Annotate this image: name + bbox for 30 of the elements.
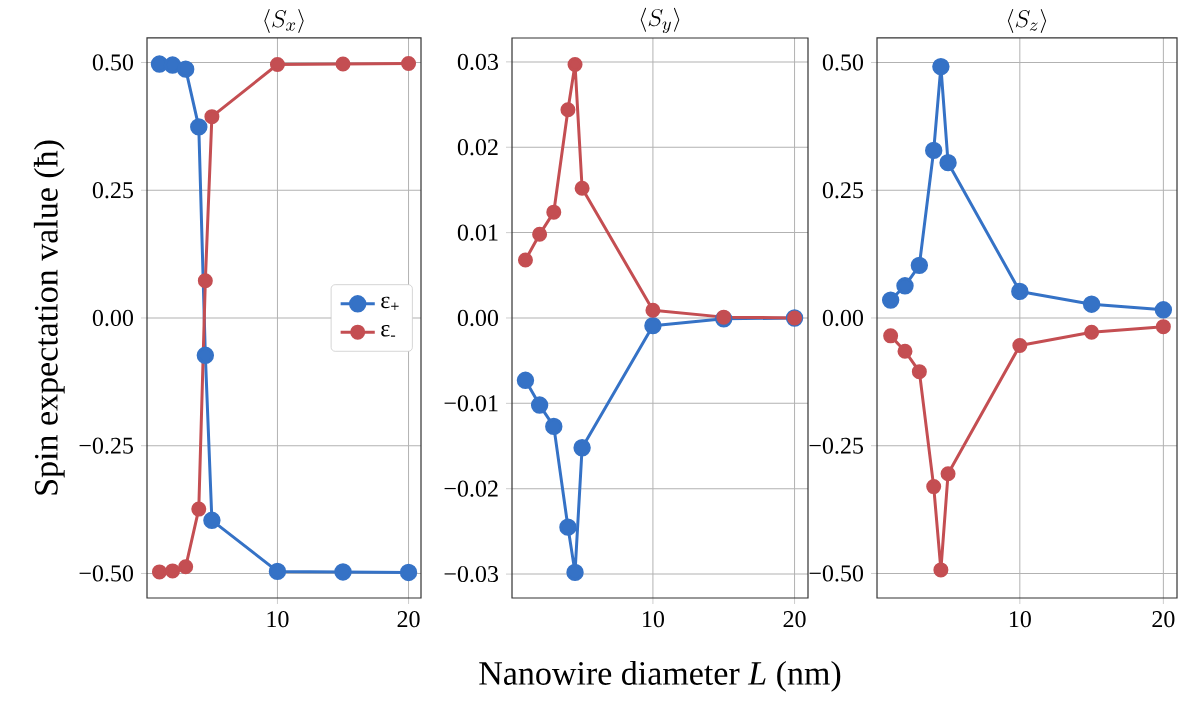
y-tick-label: 0.01 — [457, 224, 498, 241]
chart-title: $\langle S_x \rangle$ — [264, 8, 304, 33]
x-tick-label: 10 — [1009, 611, 1031, 628]
legend-label: ε$_{-}$ — [381, 324, 396, 337]
y-tick-label: 0.50 — [92, 54, 134, 71]
y-tick-label: 0.25 — [822, 182, 864, 199]
y-tick-label: −0.25 — [79, 437, 134, 454]
y-tick-label: −0.50 — [79, 565, 134, 582]
y-tick-label: 0.03 — [457, 53, 499, 71]
y-tick-label: 0.25 — [92, 182, 134, 199]
y-axis-title: Spin expectation value (ħ) — [33, 140, 65, 495]
y-tick-label: −0.01 — [444, 395, 498, 412]
x-tick-label: 20 — [397, 611, 420, 628]
y-tick-label: −0.50 — [809, 565, 864, 582]
x-axis-title: Nanowire diameter L (nm) — [479, 660, 841, 692]
x-tick-label: 20 — [1152, 611, 1175, 628]
y-tick-label: −0.02 — [444, 480, 498, 497]
y-tick-label: 0.00 — [822, 309, 864, 327]
y-tick-label: 0.00 — [457, 309, 499, 327]
y-tick-label: 0.00 — [92, 309, 134, 327]
y-tick-label: 0.50 — [822, 54, 864, 71]
x-tick-label: 20 — [783, 611, 806, 628]
y-tick-label: 0.02 — [457, 139, 498, 156]
y-tick-label: −0.25 — [809, 437, 864, 454]
x-tick-label: 10 — [267, 611, 289, 628]
legend-label: ε$_{+}$ — [381, 296, 399, 310]
chart-title: $\langle S_z \rangle$ — [1007, 8, 1047, 33]
x-tick-label: 10 — [643, 611, 664, 628]
y-tick-label: −0.03 — [444, 565, 499, 583]
chart-title: $\langle S_y \rangle$ — [640, 7, 680, 34]
